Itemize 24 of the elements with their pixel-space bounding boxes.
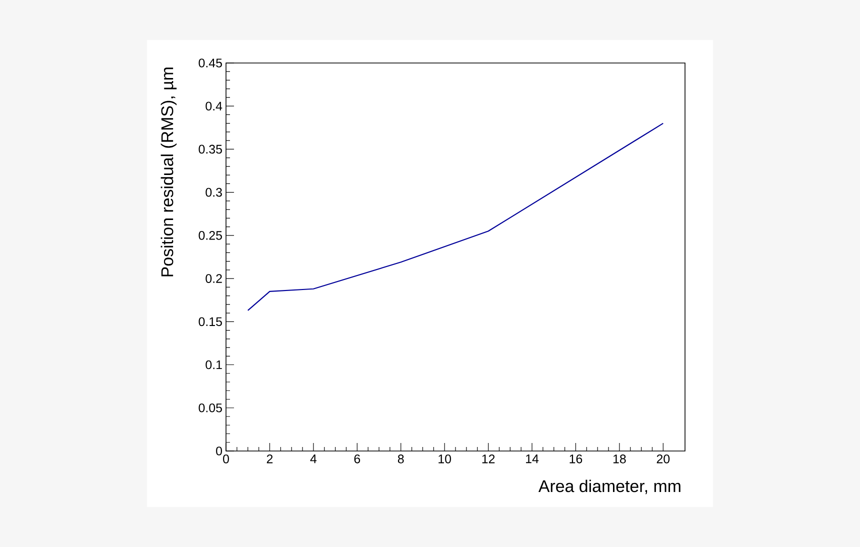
y-tick-label: 0.35	[198, 144, 222, 154]
x-tick-label: 18	[613, 454, 626, 464]
x-tick-label: 0	[223, 454, 229, 464]
y-tick-label: 0.2	[206, 274, 222, 283]
x-tick-label: 8	[398, 454, 404, 464]
x-axis-title: Area diameter, mm	[538, 480, 680, 494]
y-tick-label: 0.05	[198, 403, 222, 412]
x-tick-label: 20	[656, 454, 670, 464]
line-series	[247, 122, 664, 311]
x-tick-label: 16	[570, 454, 582, 464]
x-tick-label: 4	[310, 454, 317, 464]
y-tick-label: 0.4	[206, 102, 222, 111]
y-tick-label: 0.1	[206, 360, 222, 370]
x-tick-label: 12	[482, 454, 495, 464]
y-tick-label: 0	[216, 446, 222, 456]
y-axis-title: Position residual (RMS), µm	[160, 68, 177, 276]
y-tick-label: 0.15	[198, 317, 222, 326]
y-tick-label: 0.45	[198, 58, 222, 68]
y-tick-label: 0.3	[206, 188, 222, 197]
x-tick-label: 2	[266, 454, 273, 464]
y-tick-label: 0.25	[198, 231, 222, 240]
x-tick-label: 10	[438, 454, 452, 464]
x-tick-label: 14	[526, 454, 539, 464]
x-tick-label: 6	[354, 454, 360, 464]
